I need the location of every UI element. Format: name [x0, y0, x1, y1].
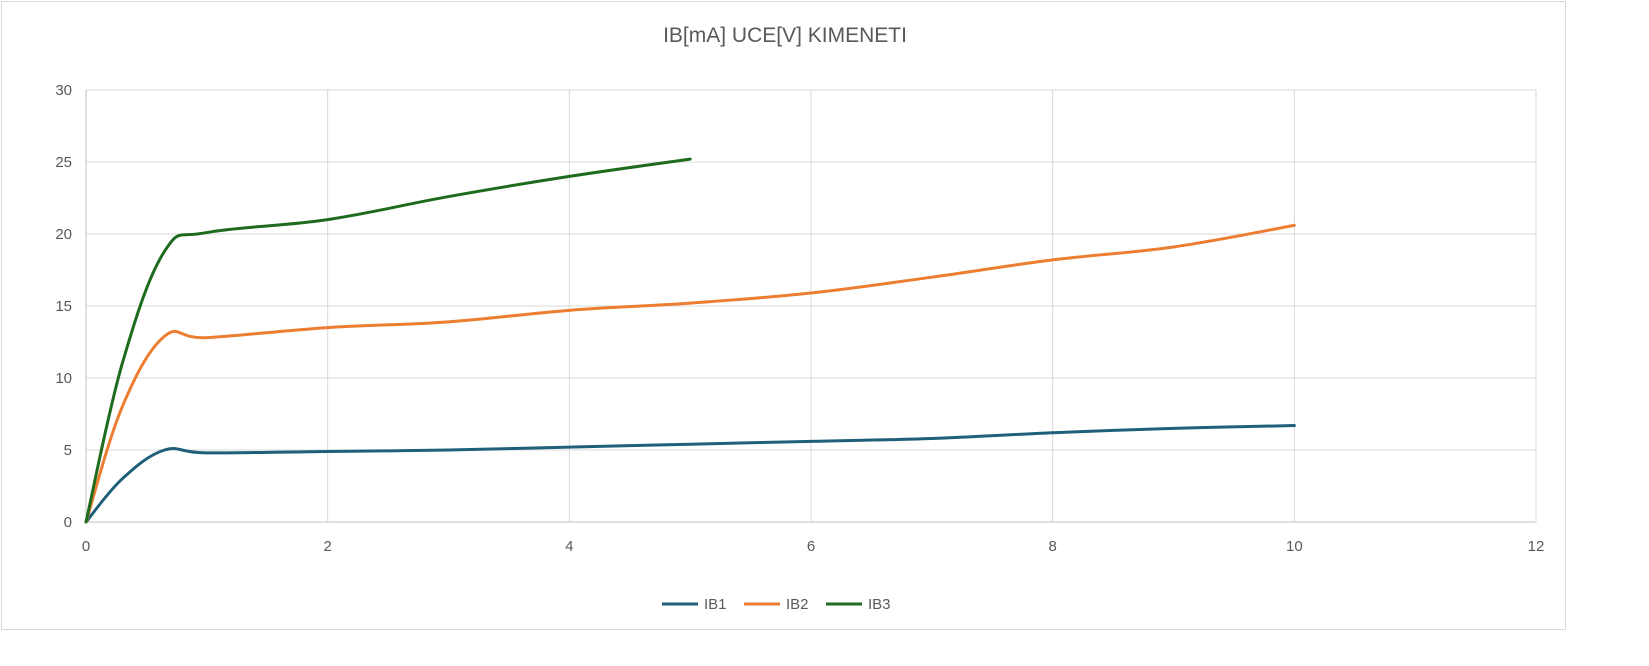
series-line-ib2	[84, 223, 1296, 524]
x-tick-label: 0	[82, 538, 90, 555]
legend-label-ib3: IB3	[868, 596, 891, 613]
x-tick-label: 8	[1048, 538, 1056, 555]
series-line-ib3	[84, 157, 692, 524]
y-tick-label: 30	[55, 82, 72, 99]
y-tick-label: 0	[64, 514, 72, 531]
y-tick-label: 15	[55, 298, 72, 315]
x-tick-label: 10	[1286, 538, 1303, 555]
chart-canvas: IB[mA] UCE[V] KIMENETI 0 5 10 15 20 25 30 0 2 4 6 8…	[55, 24, 1544, 613]
y-tick-label: 25	[55, 154, 72, 171]
x-tick-label: 12	[1528, 538, 1545, 555]
y-tick-label: 5	[64, 442, 72, 459]
y-tick-label: 10	[55, 370, 72, 387]
legend-label-ib2: IB2	[786, 596, 809, 613]
grid-lines	[85, 89, 1537, 523]
y-tick-label: 20	[55, 226, 72, 243]
x-tick-label: 6	[807, 538, 815, 555]
x-tick-label: 4	[565, 538, 573, 555]
series-line-ib1	[84, 424, 1296, 524]
chart-title: IB[mA] UCE[V] KIMENETI	[663, 24, 907, 47]
legend-label-ib1: IB1	[704, 596, 727, 613]
legend: IB1 IB2 IB3	[662, 596, 891, 613]
chart-frame: IB[mA] UCE[V] KIMENETI 0 5 10 15 20 25 30 0 2 4 6 8…	[1, 1, 1566, 630]
x-tick-label: 2	[323, 538, 331, 555]
series-lines	[84, 157, 1296, 524]
axes: 0 5 10 15 20 25 30 0 2 4 6 8 10 12	[55, 82, 1544, 555]
